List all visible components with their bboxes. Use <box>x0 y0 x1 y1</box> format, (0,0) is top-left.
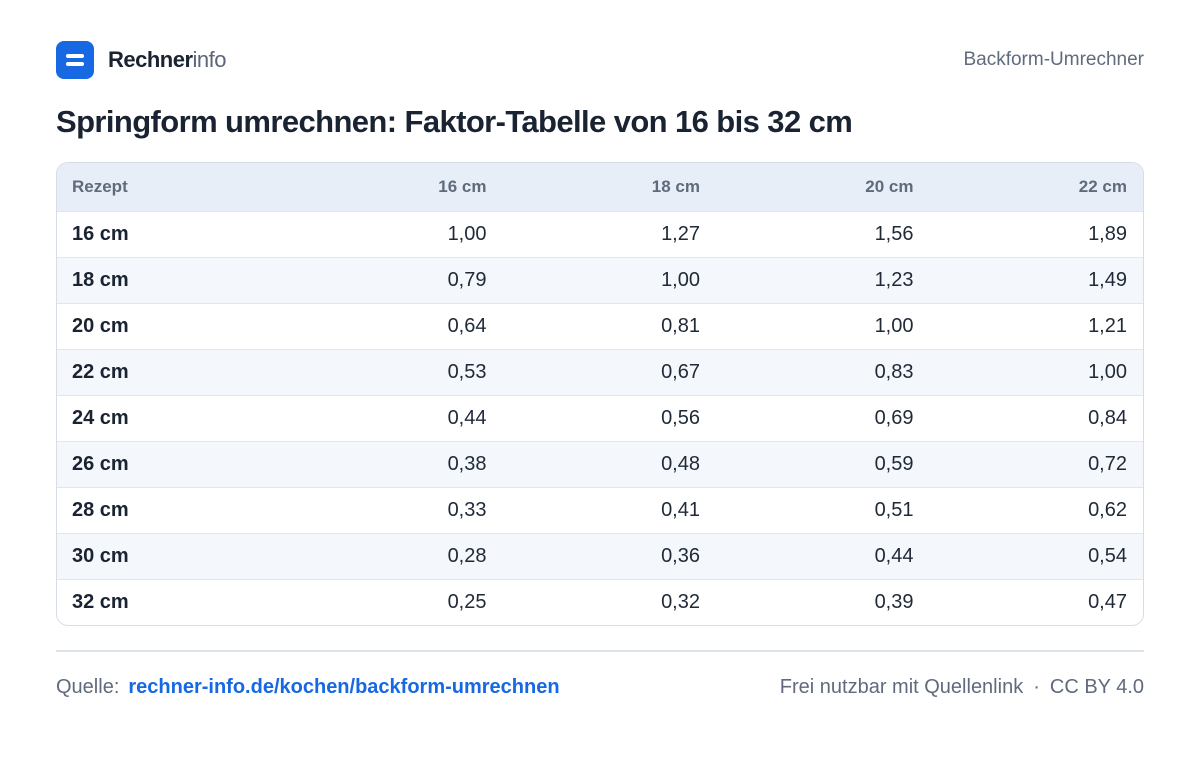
source-link[interactable]: rechner-info.de/kochen/backform-umrechne… <box>128 676 560 698</box>
factor-cell: 0,53 <box>447 360 487 383</box>
factor-cell: 0,44 <box>874 544 914 567</box>
license-label: CC BY 4.0 <box>1049 676 1144 698</box>
section-label: Backform-Umrechner <box>963 49 1144 70</box>
factor-cell: 0,72 <box>1088 452 1127 475</box>
factor-cell: 0,62 <box>1088 498 1127 521</box>
license-info: Frei nutzbar mit Quellenlink · CC BY 4.0 <box>780 676 1144 699</box>
row-label: 24 cm <box>72 406 129 429</box>
page-title: Springform umrechnen: Faktor-Tabelle von… <box>56 104 853 139</box>
source-attribution: Quelle: rechner-info.de/kochen/backform-… <box>56 676 560 699</box>
table-row: 32 cm 0,25 0,32 0,39 0,47 <box>57 579 1143 625</box>
column-header: 20 cm <box>865 176 914 196</box>
row-label: 20 cm <box>72 314 129 337</box>
factor-cell: 0,44 <box>447 406 487 429</box>
table-row: 20 cm 0,64 0,81 1,00 1,21 <box>57 303 1143 349</box>
table-row: 26 cm 0,38 0,48 0,59 0,72 <box>57 441 1143 487</box>
logo-icon <box>56 41 94 79</box>
factor-cell: 0,33 <box>447 498 487 521</box>
column-header-recipe: Rezept <box>72 176 128 196</box>
footer-divider <box>56 650 1144 652</box>
factor-cell: 0,48 <box>661 452 700 475</box>
factor-cell: 0,41 <box>661 498 700 521</box>
row-label: 16 cm <box>72 222 129 245</box>
table-header-row: Rezept 16 cm 18 cm 20 cm 22 cm <box>57 163 1143 211</box>
factor-cell: 1,00 <box>447 222 487 245</box>
column-header: 18 cm <box>651 176 700 196</box>
factor-cell: 1,27 <box>661 222 700 245</box>
factor-cell: 0,32 <box>661 590 700 613</box>
table-row: 22 cm 0,53 0,67 0,83 1,00 <box>57 349 1143 395</box>
table-row: 16 cm 1,00 1,27 1,56 1,89 <box>57 211 1143 257</box>
factor-cell: 1,89 <box>1088 222 1127 245</box>
brand-name: Rechnerinfo <box>108 47 227 72</box>
factor-cell: 0,38 <box>447 452 487 475</box>
factor-cell: 1,56 <box>874 222 914 245</box>
row-label: 22 cm <box>72 360 129 383</box>
table-row: 28 cm 0,33 0,41 0,51 0,62 <box>57 487 1143 533</box>
factor-cell: 0,69 <box>874 406 914 429</box>
usage-note: Frei nutzbar mit Quellenlink <box>779 676 1024 698</box>
row-label: 30 cm <box>72 544 129 567</box>
factor-cell: 0,67 <box>661 360 700 383</box>
table-row: 24 cm 0,44 0,56 0,69 0,84 <box>57 395 1143 441</box>
row-label: 18 cm <box>72 268 129 291</box>
factor-cell: 1,23 <box>874 268 914 291</box>
separator-dot: · <box>1033 676 1040 698</box>
table-row: 18 cm 0,79 1,00 1,23 1,49 <box>57 257 1143 303</box>
factor-cell: 0,28 <box>447 544 487 567</box>
column-header: 16 cm <box>438 176 487 196</box>
factor-cell: 0,79 <box>447 268 487 291</box>
factor-cell: 1,00 <box>661 268 700 291</box>
factor-cell: 0,51 <box>874 498 914 521</box>
factor-cell: 0,59 <box>874 452 914 475</box>
row-label: 28 cm <box>72 498 129 521</box>
factor-table: Rezept 16 cm 18 cm 20 cm 22 cm 16 cm 1,00… <box>56 162 1144 626</box>
page-footer: Quelle: rechner-info.de/kochen/backform-… <box>56 676 1144 699</box>
row-label: 26 cm <box>72 452 129 475</box>
factor-cell: 0,47 <box>1088 590 1127 613</box>
factor-cell: 0,84 <box>1088 406 1127 429</box>
factor-cell: 0,81 <box>661 314 700 337</box>
row-label: 32 cm <box>72 590 129 613</box>
page-header: Rechnerinfo Backform-Umrechner <box>56 40 1144 80</box>
factor-cell: 0,36 <box>661 544 700 567</box>
table-row: 30 cm 0,28 0,36 0,44 0,54 <box>57 533 1143 579</box>
source-label: Quelle: <box>56 676 120 698</box>
column-header: 22 cm <box>1078 176 1127 196</box>
factor-cell: 1,21 <box>1088 314 1127 337</box>
factor-cell: 0,83 <box>874 360 914 383</box>
factor-cell: 0,25 <box>447 590 487 613</box>
factor-cell: 0,39 <box>874 590 914 613</box>
factor-cell: 1,49 <box>1088 268 1127 291</box>
factor-cell: 0,54 <box>1088 544 1127 567</box>
factor-cell: 0,64 <box>447 314 487 337</box>
factor-cell: 0,56 <box>661 406 700 429</box>
brand-logo[interactable]: Rechnerinfo <box>56 41 227 79</box>
factor-cell: 1,00 <box>1088 360 1127 383</box>
factor-cell: 1,00 <box>874 314 914 337</box>
